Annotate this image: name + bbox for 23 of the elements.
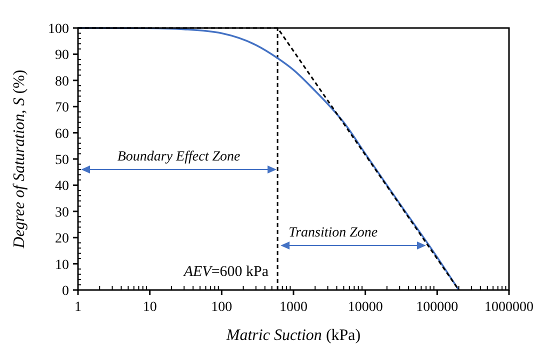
annotation: Boundary Effect Zone (117, 149, 240, 164)
x-tick-label: 100 (211, 300, 232, 315)
y-tick-label: 60 (55, 126, 69, 142)
y-axis-title: Degree of Saturation, S (%) (11, 70, 28, 250)
y-tick-label: 0 (62, 284, 69, 299)
x-tick-label: 1 (74, 300, 82, 315)
y-tick-label: 50 (55, 153, 69, 168)
x-tick-label: 1000000 (484, 300, 534, 315)
y-tick-label: 30 (55, 205, 69, 220)
y-tick-label: 90 (55, 48, 69, 64)
y-tick-label: 10 (55, 258, 69, 273)
y-tick-label: 100 (48, 22, 69, 37)
y-tick-label: 70 (55, 100, 69, 116)
x-tick-label: 100000 (416, 300, 458, 315)
x-tick-label: 1000 (280, 300, 308, 315)
y-tick-label: 80 (55, 74, 69, 90)
x-tick-label: 10 (142, 300, 157, 315)
annotation: Transition Zone (288, 225, 378, 240)
x-tick-label: 10000 (348, 300, 383, 315)
x-axis-title: Matric Suction (kPa) (225, 327, 361, 344)
ref-line-label: AEV=600 kPa (182, 264, 269, 280)
y-tick-label: 20 (55, 232, 69, 247)
y-tick-label: 40 (55, 179, 69, 194)
